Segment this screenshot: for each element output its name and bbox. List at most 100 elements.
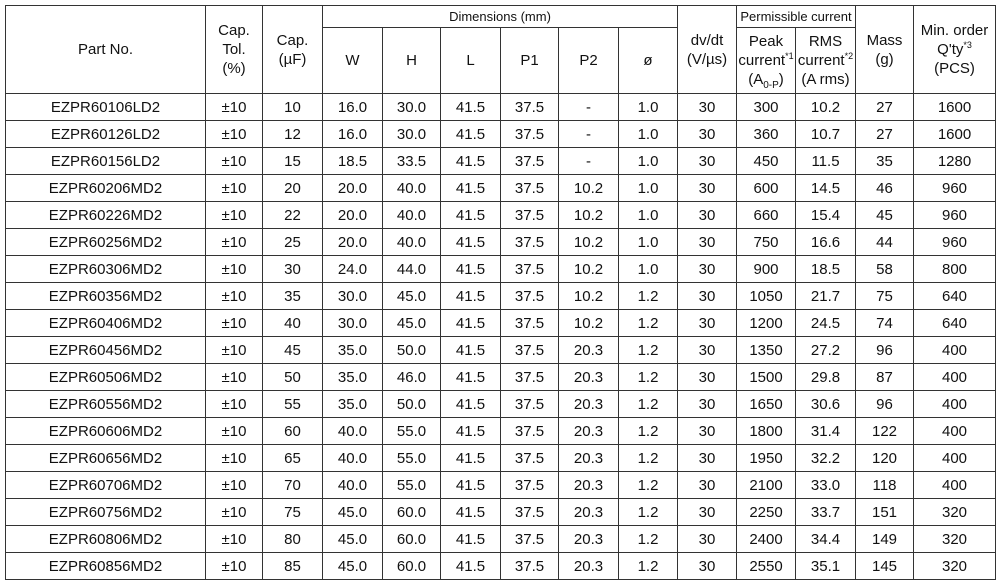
part-number: EZPR60356MD2 <box>5 282 206 310</box>
cell: 70 <box>262 471 323 499</box>
cell: 1.2 <box>618 444 678 472</box>
cell: 37.5 <box>500 363 559 391</box>
cell: 360 <box>736 120 796 148</box>
cell: 75 <box>855 282 915 310</box>
table-row: EZPR60106LD2 ±10 10 16.0 30.0 41.5 37.5-1.0 30 3… <box>5 93 997 121</box>
cell: 122 <box>855 417 915 445</box>
part-number: EZPR60126LD2 <box>5 120 206 148</box>
cell: 1.2 <box>618 498 678 526</box>
cell: 44 <box>855 228 915 256</box>
cell: 45 <box>855 201 915 229</box>
cell: 30.0 <box>382 120 441 148</box>
cell: ±10 <box>205 498 263 526</box>
cell: 300 <box>736 93 796 121</box>
header-text: Min. order <box>920 22 989 39</box>
cell: 60.0 <box>382 552 441 580</box>
cell: 10.7 <box>794 120 857 148</box>
header-text: (V/µs) <box>686 50 728 68</box>
cell: ±10 <box>205 336 263 364</box>
cell: 30 <box>677 309 737 337</box>
part-number: EZPR60856MD2 <box>5 552 206 580</box>
cell: ±10 <box>205 93 263 121</box>
header-text: ø <box>643 52 653 69</box>
cell: 1950 <box>736 444 796 472</box>
header-text: Mass <box>866 31 903 49</box>
cell: 1.2 <box>618 417 678 445</box>
cell: 44.0 <box>382 255 441 283</box>
cell: 15.4 <box>794 201 857 229</box>
table-row: EZPR60506MD2 ±10 50 35.0 46.0 41.5 37.5 20.3 1.2… <box>5 363 997 391</box>
header-text: (%) <box>222 60 246 77</box>
cell: 96 <box>855 336 915 364</box>
cell: 1280 <box>913 147 997 175</box>
header-text: W <box>345 52 360 69</box>
cell: 16.6 <box>794 228 857 256</box>
header-text: (g) <box>875 50 894 68</box>
part-number: EZPR60106LD2 <box>5 93 206 121</box>
cell: 22 <box>262 201 323 229</box>
cell: - <box>558 93 619 121</box>
cell: 1350 <box>736 336 796 364</box>
header-cell: P2 <box>558 27 619 94</box>
cell: 37.5 <box>500 498 559 526</box>
cell: ±10 <box>205 390 263 418</box>
cell: ±10 <box>205 363 263 391</box>
cell: ±10 <box>205 147 263 175</box>
cell: 10.2 <box>558 282 619 310</box>
table-row: EZPR60226MD2 ±10 22 20.0 40.0 41.5 37.5 10.2 1.0… <box>5 201 997 229</box>
cell: 30.6 <box>794 390 857 418</box>
cell: 24.0 <box>322 255 383 283</box>
header-text: Q'ty <box>937 41 964 58</box>
header-text: Dimensions (mm) <box>449 9 551 24</box>
part-number: EZPR60306MD2 <box>5 255 206 283</box>
cell: 80 <box>262 525 323 553</box>
cell: 45.0 <box>322 552 383 580</box>
part-number: EZPR60606MD2 <box>5 417 206 445</box>
header-text: Permissible current <box>740 9 852 24</box>
cell: 960 <box>913 228 997 256</box>
part-number: EZPR60706MD2 <box>5 471 206 499</box>
header-text: (A <box>748 71 764 88</box>
table-row: EZPR60806MD2 ±10 80 45.0 60.0 41.5 37.5 20.3 1.2… <box>5 525 997 553</box>
cell: 1.0 <box>618 147 678 175</box>
cell: 18.5 <box>794 255 857 283</box>
table-row: EZPR60456MD2 ±10 45 35.0 50.0 41.5 37.5 20.3 1.2… <box>5 336 997 364</box>
cell: 10.2 <box>558 174 619 202</box>
cell: 1.2 <box>618 390 678 418</box>
cell: 41.5 <box>440 498 501 526</box>
cell: 1500 <box>736 363 796 391</box>
cell: 37.5 <box>500 147 559 175</box>
cell: ±10 <box>205 471 263 499</box>
header-text: P2 <box>579 52 598 69</box>
part-number: EZPR60226MD2 <box>5 201 206 229</box>
header-cell: Permissible current <box>735 5 857 28</box>
cell: ±10 <box>205 552 263 580</box>
header-cell: L <box>440 27 501 94</box>
cell: 35.0 <box>322 336 383 364</box>
header-cell: RMS current*2 (A rms) <box>794 27 857 94</box>
cell: 30 <box>677 363 737 391</box>
cell: 85 <box>262 552 323 580</box>
cell: 20.3 <box>558 390 619 418</box>
cell: 41.5 <box>440 525 501 553</box>
cell: 145 <box>855 552 915 580</box>
cell: 900 <box>736 255 796 283</box>
cell: 20.0 <box>322 228 383 256</box>
cell: - <box>558 147 619 175</box>
header-text: dv/dt <box>690 31 724 49</box>
header-cell: W <box>322 27 383 94</box>
table-row: EZPR60406MD2 ±10 40 30.0 45.0 41.5 37.5 10.2 1.2… <box>5 309 997 337</box>
cell: 50.0 <box>382 336 441 364</box>
cell: 1050 <box>736 282 796 310</box>
cell: 30 <box>677 417 737 445</box>
table-row: EZPR60156LD2 ±10 15 18.5 33.5 41.5 37.5-1.0 30 4… <box>5 147 997 175</box>
cell: 11.5 <box>794 147 857 175</box>
cell: 450 <box>736 147 796 175</box>
cell: 118 <box>855 471 915 499</box>
cell: 30 <box>677 444 737 472</box>
cell: 20.3 <box>558 471 619 499</box>
cell: 40.0 <box>322 444 383 472</box>
part-number: EZPR60506MD2 <box>5 363 206 391</box>
cell: 37.5 <box>500 336 559 364</box>
cell: 87 <box>855 363 915 391</box>
